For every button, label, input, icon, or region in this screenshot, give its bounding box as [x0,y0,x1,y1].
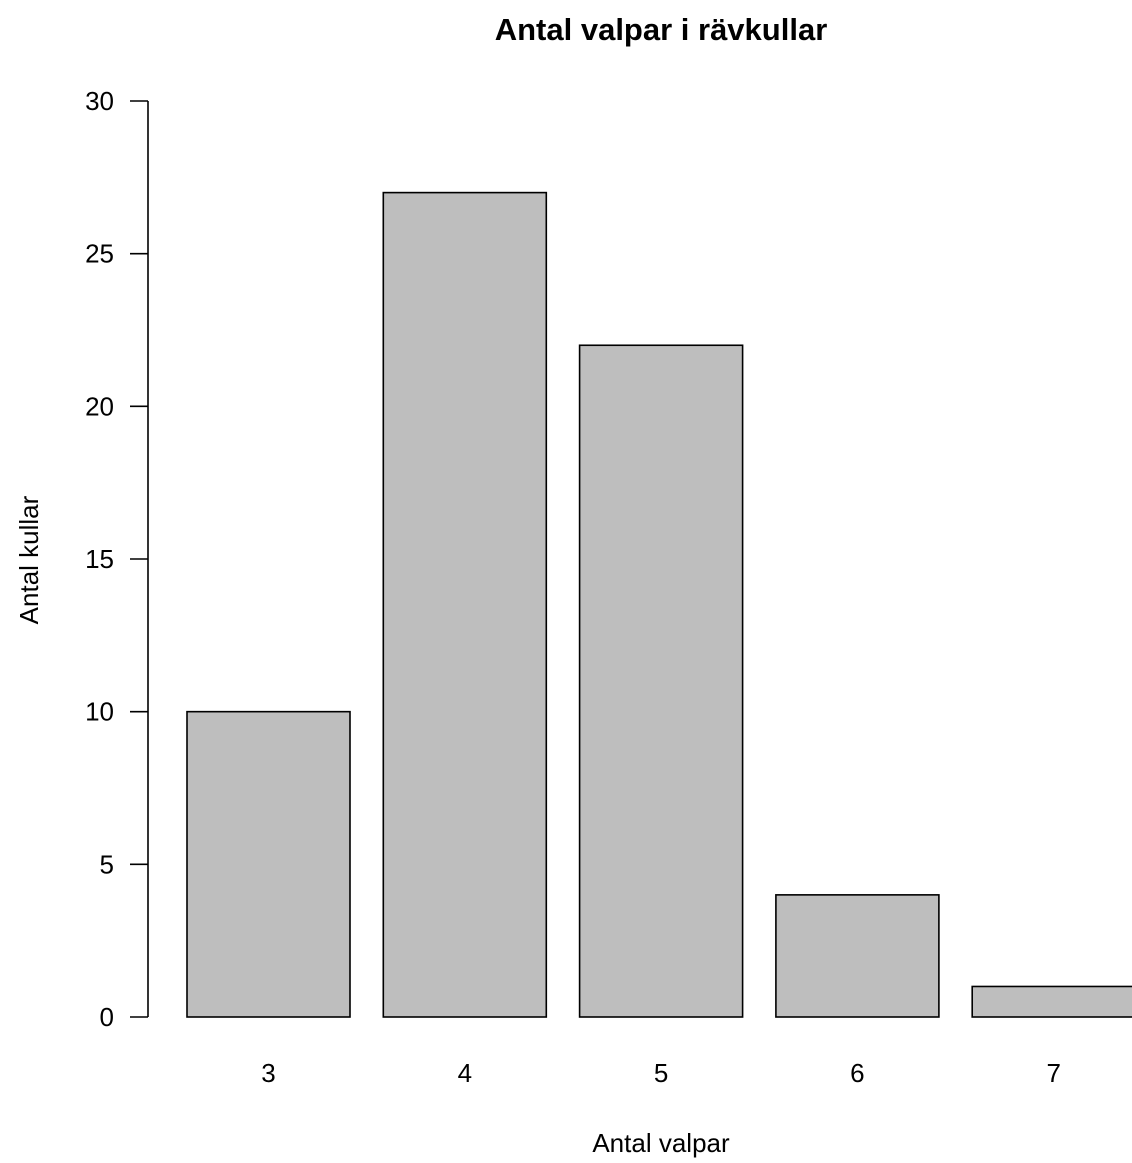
y-tick-label: 25 [85,239,114,269]
x-axis-label: Antal valpar [592,1128,730,1158]
y-tick-label: 5 [100,849,114,879]
y-tick-label: 20 [85,391,114,421]
chart-title: Antal valpar i rävkullar [495,12,828,47]
x-tick-label: 4 [458,1058,472,1088]
y-tick-label: 0 [100,1002,114,1032]
bars-group [186,191,1132,1018]
bar-4 [382,191,548,1018]
x-tick-label: 3 [261,1058,275,1088]
x-tick-label: 6 [850,1058,864,1088]
y-tick-label: 15 [85,544,114,574]
bar-5 [578,344,744,1018]
x-tick-label: 5 [654,1058,668,1088]
x-tick-labels: 3 4 5 6 7 [261,1058,1061,1088]
y-tick-label: 10 [85,697,114,727]
y-axis: 0 5 10 15 20 25 30 [85,86,149,1032]
x-tick-label: 7 [1046,1058,1060,1088]
bar-7 [971,985,1132,1018]
y-axis-label: Antal kullar [14,495,44,624]
bar-3 [186,710,351,1018]
bar-6 [775,894,940,1018]
y-tick-label: 30 [85,86,114,116]
